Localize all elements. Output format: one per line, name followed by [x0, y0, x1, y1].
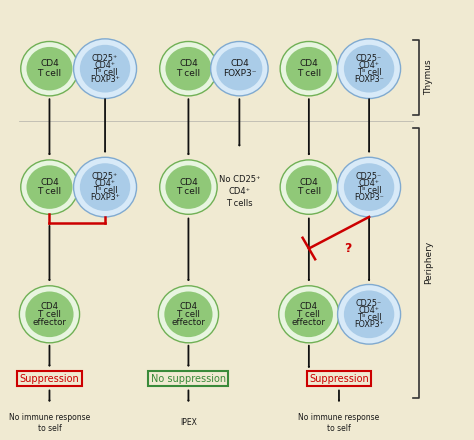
Circle shape: [286, 165, 332, 209]
Text: CD25⁻: CD25⁻: [356, 299, 382, 308]
Circle shape: [280, 160, 337, 214]
Circle shape: [344, 290, 394, 338]
Circle shape: [280, 41, 337, 96]
Text: CD4: CD4: [40, 59, 59, 68]
Text: No immune response
to self: No immune response to self: [298, 413, 380, 433]
Text: FOXP3⁻: FOXP3⁻: [354, 193, 384, 202]
Circle shape: [337, 157, 401, 217]
Text: T cell: T cell: [297, 310, 320, 319]
Text: T cell: T cell: [37, 187, 62, 196]
Circle shape: [73, 39, 137, 99]
Circle shape: [26, 291, 73, 337]
Text: T cell: T cell: [177, 310, 200, 319]
Text: FOXP3⁺: FOXP3⁺: [90, 75, 120, 84]
Text: effector: effector: [292, 318, 326, 326]
Text: CD25⁻: CD25⁻: [356, 54, 382, 62]
Circle shape: [27, 47, 73, 91]
Circle shape: [217, 47, 263, 91]
Circle shape: [286, 47, 332, 91]
Text: Tᴲ cell: Tᴲ cell: [93, 186, 117, 195]
Text: Suppression: Suppression: [309, 374, 369, 384]
Text: CD4: CD4: [40, 178, 59, 187]
Text: CD4: CD4: [179, 59, 198, 68]
Text: FOXP3⁺: FOXP3⁺: [354, 320, 384, 329]
Text: effector: effector: [172, 318, 205, 326]
Text: CD4: CD4: [179, 302, 198, 311]
Circle shape: [210, 41, 268, 96]
Circle shape: [80, 45, 130, 92]
Circle shape: [164, 291, 212, 337]
Text: CD4: CD4: [179, 178, 198, 187]
Text: CD4: CD4: [40, 302, 58, 311]
Circle shape: [21, 41, 78, 96]
Text: Thymus: Thymus: [424, 60, 433, 95]
Text: T cell: T cell: [297, 187, 321, 196]
Circle shape: [165, 165, 211, 209]
Text: CD4: CD4: [230, 59, 249, 68]
Circle shape: [337, 39, 401, 99]
Text: Tᴲ cell: Tᴲ cell: [93, 68, 117, 77]
Circle shape: [344, 163, 394, 211]
Circle shape: [344, 45, 394, 92]
Text: T cell: T cell: [38, 310, 61, 319]
Circle shape: [279, 286, 339, 343]
Text: Tᴲ cell: Tᴲ cell: [357, 68, 382, 77]
Text: Tᴲ cell: Tᴲ cell: [357, 313, 382, 323]
Text: T cell: T cell: [176, 69, 201, 78]
Text: CD4⁺: CD4⁺: [94, 61, 116, 70]
Circle shape: [160, 160, 217, 214]
Circle shape: [337, 285, 401, 344]
Text: CD4: CD4: [300, 178, 318, 187]
Circle shape: [73, 157, 137, 217]
Circle shape: [21, 160, 78, 214]
Circle shape: [165, 47, 211, 91]
Circle shape: [285, 291, 333, 337]
Text: Suppression: Suppression: [19, 374, 79, 384]
Text: FOXP3⁻: FOXP3⁻: [354, 75, 384, 84]
Text: CD25⁻: CD25⁻: [356, 172, 382, 181]
Text: FOXP3⁺: FOXP3⁺: [90, 193, 120, 202]
Text: Tᴲ cell: Tᴲ cell: [357, 186, 382, 195]
Text: CD4⁺: CD4⁺: [359, 179, 380, 188]
Text: T cell: T cell: [176, 187, 201, 196]
Text: CD4: CD4: [300, 302, 318, 311]
Text: CD25⁺: CD25⁺: [92, 172, 118, 181]
Text: T cell: T cell: [297, 69, 321, 78]
Text: CD4⁺: CD4⁺: [94, 179, 116, 188]
Text: No CD25⁺
CD4⁺
T cells: No CD25⁺ CD4⁺ T cells: [219, 175, 260, 208]
Circle shape: [19, 286, 80, 343]
Text: FOXP3⁻: FOXP3⁻: [223, 69, 256, 78]
Text: ?: ?: [345, 242, 352, 255]
Text: CD4⁺: CD4⁺: [359, 306, 380, 315]
Circle shape: [160, 41, 217, 96]
Circle shape: [80, 163, 130, 211]
Text: T cell: T cell: [37, 69, 62, 78]
Text: effector: effector: [33, 318, 66, 326]
Text: No suppression: No suppression: [151, 374, 226, 384]
Text: IPEX: IPEX: [180, 418, 197, 427]
Circle shape: [27, 165, 73, 209]
Text: No immune response
to self: No immune response to self: [9, 413, 90, 433]
Text: CD25⁺: CD25⁺: [92, 54, 118, 62]
Text: Periphery: Periphery: [424, 241, 433, 284]
Circle shape: [158, 286, 219, 343]
Text: CD4: CD4: [300, 59, 318, 68]
Text: CD4⁺: CD4⁺: [359, 61, 380, 70]
